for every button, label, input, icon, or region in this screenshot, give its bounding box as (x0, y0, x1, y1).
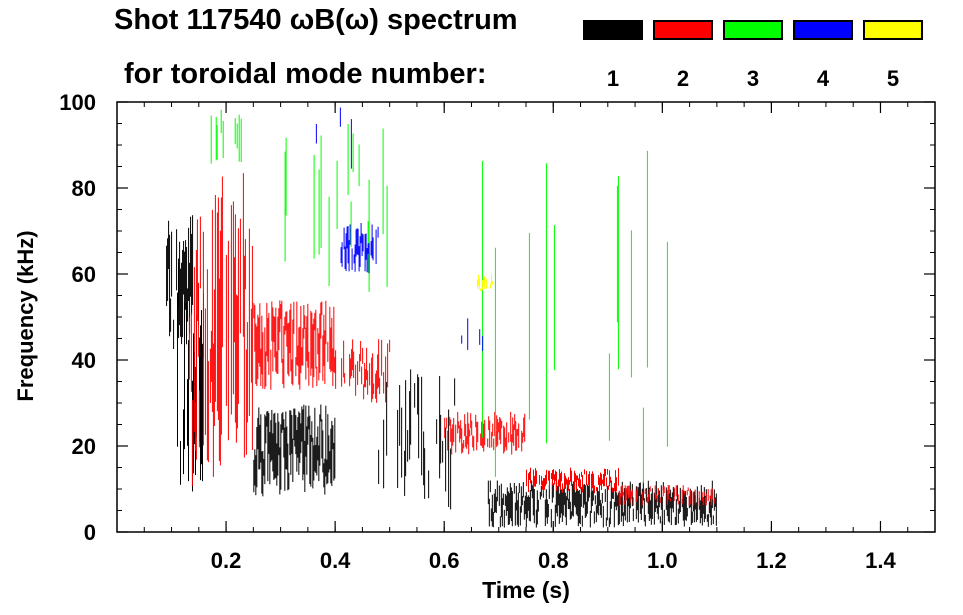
series-3 (210, 109, 668, 483)
y-tick-label: 0 (84, 520, 96, 545)
y-tick-label: 100 (59, 90, 96, 115)
axes-layer: 0.2 0.4 0.6 0.8 1.0 1.2 1.4 0 20 40 60 80 100 (59, 90, 935, 573)
chart-title-line1: Shot 117540 ωB(ω) spectrum (114, 4, 518, 36)
legend-swatch-1 (583, 20, 643, 40)
chart-title-line2: for toroidal mode number: (124, 58, 487, 90)
y-tick-label: 20 (72, 434, 96, 459)
x-tick-label: 1.0 (647, 548, 678, 573)
y-axis-label: Frequency (kHz) (13, 230, 38, 401)
legend-swatch-4 (793, 20, 853, 40)
series-1 (166, 215, 717, 528)
series-5 (476, 274, 493, 292)
plot-frame (116, 101, 936, 533)
legend-swatch-3 (723, 20, 783, 40)
legend-label-4: 4 (816, 66, 830, 91)
series-4 (315, 107, 484, 352)
x-tick-label: 0.6 (429, 548, 460, 573)
legend-label-2: 2 (676, 66, 690, 91)
series-2 (188, 173, 715, 507)
data-layer (166, 107, 717, 528)
legend-label-3: 3 (746, 66, 760, 91)
y-tick-label: 80 (72, 176, 96, 201)
x-tick-label: 0.2 (211, 548, 242, 573)
x-tick-label: 0.4 (320, 548, 351, 573)
legend-label-5: 5 (886, 66, 900, 91)
y-tick-label: 60 (72, 262, 96, 287)
x-tick-label: 0.8 (538, 548, 569, 573)
x-tick-label: 1.2 (756, 548, 787, 573)
legend-label-1: 1 (606, 66, 620, 91)
y-tick-label: 40 (72, 348, 96, 373)
x-tick-label: 1.4 (865, 548, 896, 573)
x-axis-label: Time (s) (482, 577, 570, 603)
legend-swatch-5 (863, 20, 923, 40)
legend-swatch-2 (653, 20, 713, 40)
